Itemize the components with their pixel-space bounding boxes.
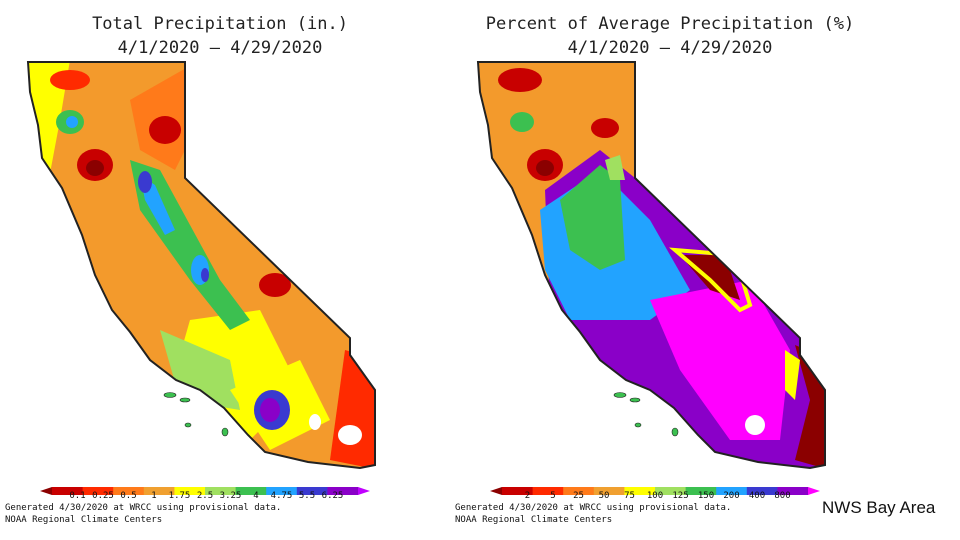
color-scale-ticks: 2 5 25 50 75 100 125 150 200 400 800 — [490, 491, 820, 505]
color-scale-tick-label: 0.25 — [92, 491, 114, 501]
color-scale-tick-label: 2 — [524, 491, 531, 501]
color-scale-tick-label: 6.25 — [321, 491, 344, 501]
color-scale-tick-label: 800 — [774, 491, 791, 501]
color-scale-tick-label: 0.5 — [120, 491, 137, 501]
color-scale-tick-label: 200 — [723, 491, 740, 501]
color-scale-cell — [174, 487, 206, 495]
color-scale-tick-label: 3.25 — [219, 491, 242, 501]
color-scale-cell — [235, 487, 267, 495]
color-scale-cell — [685, 487, 717, 495]
percent-average-panel: Percent of Average Precipitation (%) 4/1… — [450, 0, 890, 540]
color-scale-tick-label: 0.1 — [69, 491, 86, 501]
color-scale-tick-label: 100 — [646, 491, 664, 501]
color-scale-cell — [143, 487, 175, 495]
total-precip-panel: Total Precipitation (in.) 4/1/2020 – 4/2… — [0, 0, 440, 540]
color-scale-cell — [82, 487, 114, 495]
color-scale-tick-label: 75 — [624, 491, 635, 501]
color-scale-tick-label: 25 — [573, 491, 584, 501]
color-scale-cell — [296, 487, 328, 495]
map-title: Percent of Average Precipitation (%) — [485, 14, 855, 34]
credit-line: Generated 4/30/2020 at WRCC using provis… — [5, 503, 282, 513]
map-date-range: 4/1/2020 – 4/29/2020 — [117, 38, 323, 58]
color-scale-tick-label: 400 — [748, 491, 766, 501]
color-scale-tick-label: 1 — [151, 491, 157, 501]
color-scale-bar — [40, 487, 370, 495]
color-scale-tick-label: 2.5 — [196, 491, 214, 501]
credit-source: NOAA Regional Climate Centers — [455, 515, 613, 525]
map-title: Total Precipitation (in.) — [92, 14, 348, 34]
color-scale-cell — [563, 487, 595, 495]
credit-line: Generated 4/30/2020 at WRCC using provis… — [455, 503, 732, 513]
map-date-range: 4/1/2020 – 4/29/2020 — [567, 38, 773, 58]
color-scale-tick-label: 4 — [253, 491, 259, 501]
color-scale-cell — [52, 487, 84, 495]
color-scale-cell — [655, 487, 687, 495]
color-scale-cell — [502, 487, 534, 495]
color-scale-tick-label: 5.5 — [298, 491, 316, 501]
brand-label: NWS Bay Area — [822, 498, 936, 517]
color-scale-ticks: 0.1 0.25 0.5 1 1.75 2.5 3.25 4 4.75 5.5 6.25 — [40, 491, 370, 505]
color-scale-cell — [113, 487, 145, 495]
color-scale-cell — [266, 487, 298, 495]
color-scale-cell — [532, 487, 564, 495]
color-scale-tick-label: 125 — [672, 491, 689, 501]
color-scale-tick-label: 4.75 — [270, 491, 293, 501]
color-scale-cell — [327, 487, 359, 495]
color-scale-tick-label: 50 — [598, 491, 610, 501]
color-scale-tick-label: 5 — [550, 491, 556, 501]
precip-map — [26, 61, 376, 470]
color-scale-cell — [716, 487, 748, 495]
color-scale-bar — [490, 487, 820, 495]
color-scale-cell — [205, 487, 237, 495]
color-scale-cell — [746, 487, 778, 495]
color-scale-cell — [777, 487, 809, 495]
color-scale-tick-label: 150 — [697, 491, 715, 501]
color-scale-cell — [593, 487, 625, 495]
color-scale-tick-label: 1.75 — [168, 491, 191, 501]
credit-source: NOAA Regional Climate Centers — [5, 515, 163, 525]
color-scale-cell — [624, 487, 656, 495]
percent-map — [476, 61, 826, 470]
